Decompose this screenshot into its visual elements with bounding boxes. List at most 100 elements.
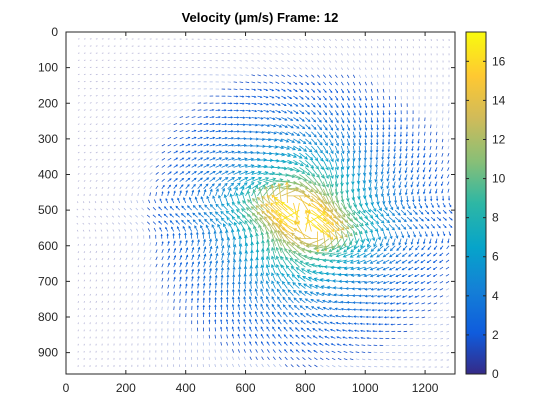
chart-title: Velocity (μm/s) Frame: 12 <box>182 10 339 25</box>
velocity-arrow <box>198 103 201 104</box>
velocity-arrow <box>368 352 371 353</box>
colorbar-tick-label: 8 <box>492 211 499 225</box>
velocity-arrow <box>287 182 288 203</box>
velocity-arrow <box>96 322 97 324</box>
x-tick-label: 600 <box>236 381 256 395</box>
velocity-arrow <box>90 322 91 324</box>
colorbar-tick-label: 2 <box>492 328 499 342</box>
velocity-arrow <box>228 39 230 40</box>
colorbar-gradient <box>466 32 486 374</box>
velocity-arrow <box>102 315 103 317</box>
velocity-arrow <box>401 61 402 63</box>
velocity-arrow <box>90 60 92 61</box>
velocity-arrow <box>138 322 139 324</box>
velocity-arrow <box>407 61 408 63</box>
velocity-arrow <box>96 315 97 317</box>
velocity-arrow <box>84 301 85 303</box>
velocity-arrow <box>108 315 109 317</box>
velocity-arrow <box>203 364 204 367</box>
velocity-arrow <box>132 322 133 324</box>
velocity-arrow <box>96 46 98 47</box>
velocity-arrow <box>78 46 80 47</box>
velocity-arrow <box>428 346 431 347</box>
velocity-arrow <box>150 314 151 317</box>
velocity-arrow <box>114 74 116 75</box>
velocity-arrow <box>108 74 110 75</box>
velocity-arrow <box>401 68 402 70</box>
velocity-arrow <box>120 194 121 196</box>
colorbar: 0246810121416 <box>466 32 506 381</box>
velocity-arrow <box>443 118 444 121</box>
velocity-arrow <box>102 46 104 47</box>
velocity-arrow <box>234 82 237 83</box>
velocity-arrow <box>168 89 171 90</box>
velocity-arrow <box>90 315 91 317</box>
velocity-arrow <box>114 67 116 68</box>
velocity-arrow <box>234 53 236 54</box>
velocity-arrow <box>156 81 158 82</box>
y-tick-label: 400 <box>38 168 58 182</box>
velocity-arrow <box>120 74 122 75</box>
velocity-arrow <box>234 89 238 90</box>
velocity-arrow <box>395 89 396 92</box>
velocity-arrow <box>144 315 145 317</box>
colorbar-tick-label: 12 <box>492 132 506 146</box>
velocity-arrow <box>84 53 86 54</box>
velocity-arrow <box>90 67 92 68</box>
x-tick-label: 0 <box>63 381 70 395</box>
velocity-arrow <box>197 364 198 367</box>
velocity-arrow <box>209 335 210 339</box>
velocity-arrow <box>234 75 237 76</box>
colorbar-tick-label: 10 <box>492 172 506 186</box>
x-tick-label: 1000 <box>352 381 379 395</box>
velocity-arrow <box>96 330 97 332</box>
x-tick-label: 800 <box>295 381 315 395</box>
velocity-arrow <box>96 53 98 54</box>
velocity-arrow <box>435 353 438 354</box>
velocity-arrow <box>186 96 189 97</box>
x-tick-label: 200 <box>116 381 136 395</box>
velocity-arrow <box>126 322 127 324</box>
velocity-arrow <box>90 308 91 310</box>
velocity-arrow <box>180 306 181 310</box>
colorbar-tick-label: 16 <box>492 54 506 68</box>
velocity-arrow <box>114 322 115 324</box>
velocity-arrow <box>407 53 408 55</box>
velocity-arrow <box>120 81 122 82</box>
velocity-arrow <box>96 308 97 310</box>
velocity-arrow <box>374 366 377 367</box>
velocity-arrow <box>407 75 408 78</box>
velocity-arrow <box>78 53 80 54</box>
velocity-arrow <box>84 60 86 61</box>
velocity-arrow <box>209 342 210 345</box>
velocity-arrow <box>234 61 236 62</box>
velocity-arrow <box>78 60 80 61</box>
velocity-arrow <box>434 346 437 347</box>
velocity-arrow <box>102 74 104 75</box>
velocity-arrow <box>108 322 109 324</box>
velocity-arrow <box>78 244 79 246</box>
velocity-arrow <box>108 67 110 68</box>
velocity-arrow <box>368 345 372 346</box>
plot-area <box>66 32 455 374</box>
velocity-arrow <box>449 118 450 121</box>
colorbar-tick-label: 4 <box>492 289 499 303</box>
velocity-arrow <box>374 359 377 360</box>
velocity-arrow <box>425 125 426 129</box>
velocity-arrow <box>102 60 104 61</box>
y-tick-label: 200 <box>38 96 58 110</box>
velocity-arrow <box>84 46 86 47</box>
velocity-arrow <box>413 39 414 41</box>
velocity-arrow <box>102 330 103 332</box>
velocity-arrow <box>174 89 177 90</box>
velocity-arrow <box>422 338 425 339</box>
velocity-arrow <box>407 39 408 41</box>
velocity-arrow <box>114 315 115 317</box>
velocity-arrow <box>96 67 98 68</box>
velocity-arrow <box>401 82 402 85</box>
velocity-arrow <box>96 74 98 75</box>
y-tick-label: 700 <box>38 274 58 288</box>
velocity-arrow <box>84 294 85 296</box>
y-tick-label: 900 <box>38 346 58 360</box>
velocity-arrow <box>215 327 216 331</box>
